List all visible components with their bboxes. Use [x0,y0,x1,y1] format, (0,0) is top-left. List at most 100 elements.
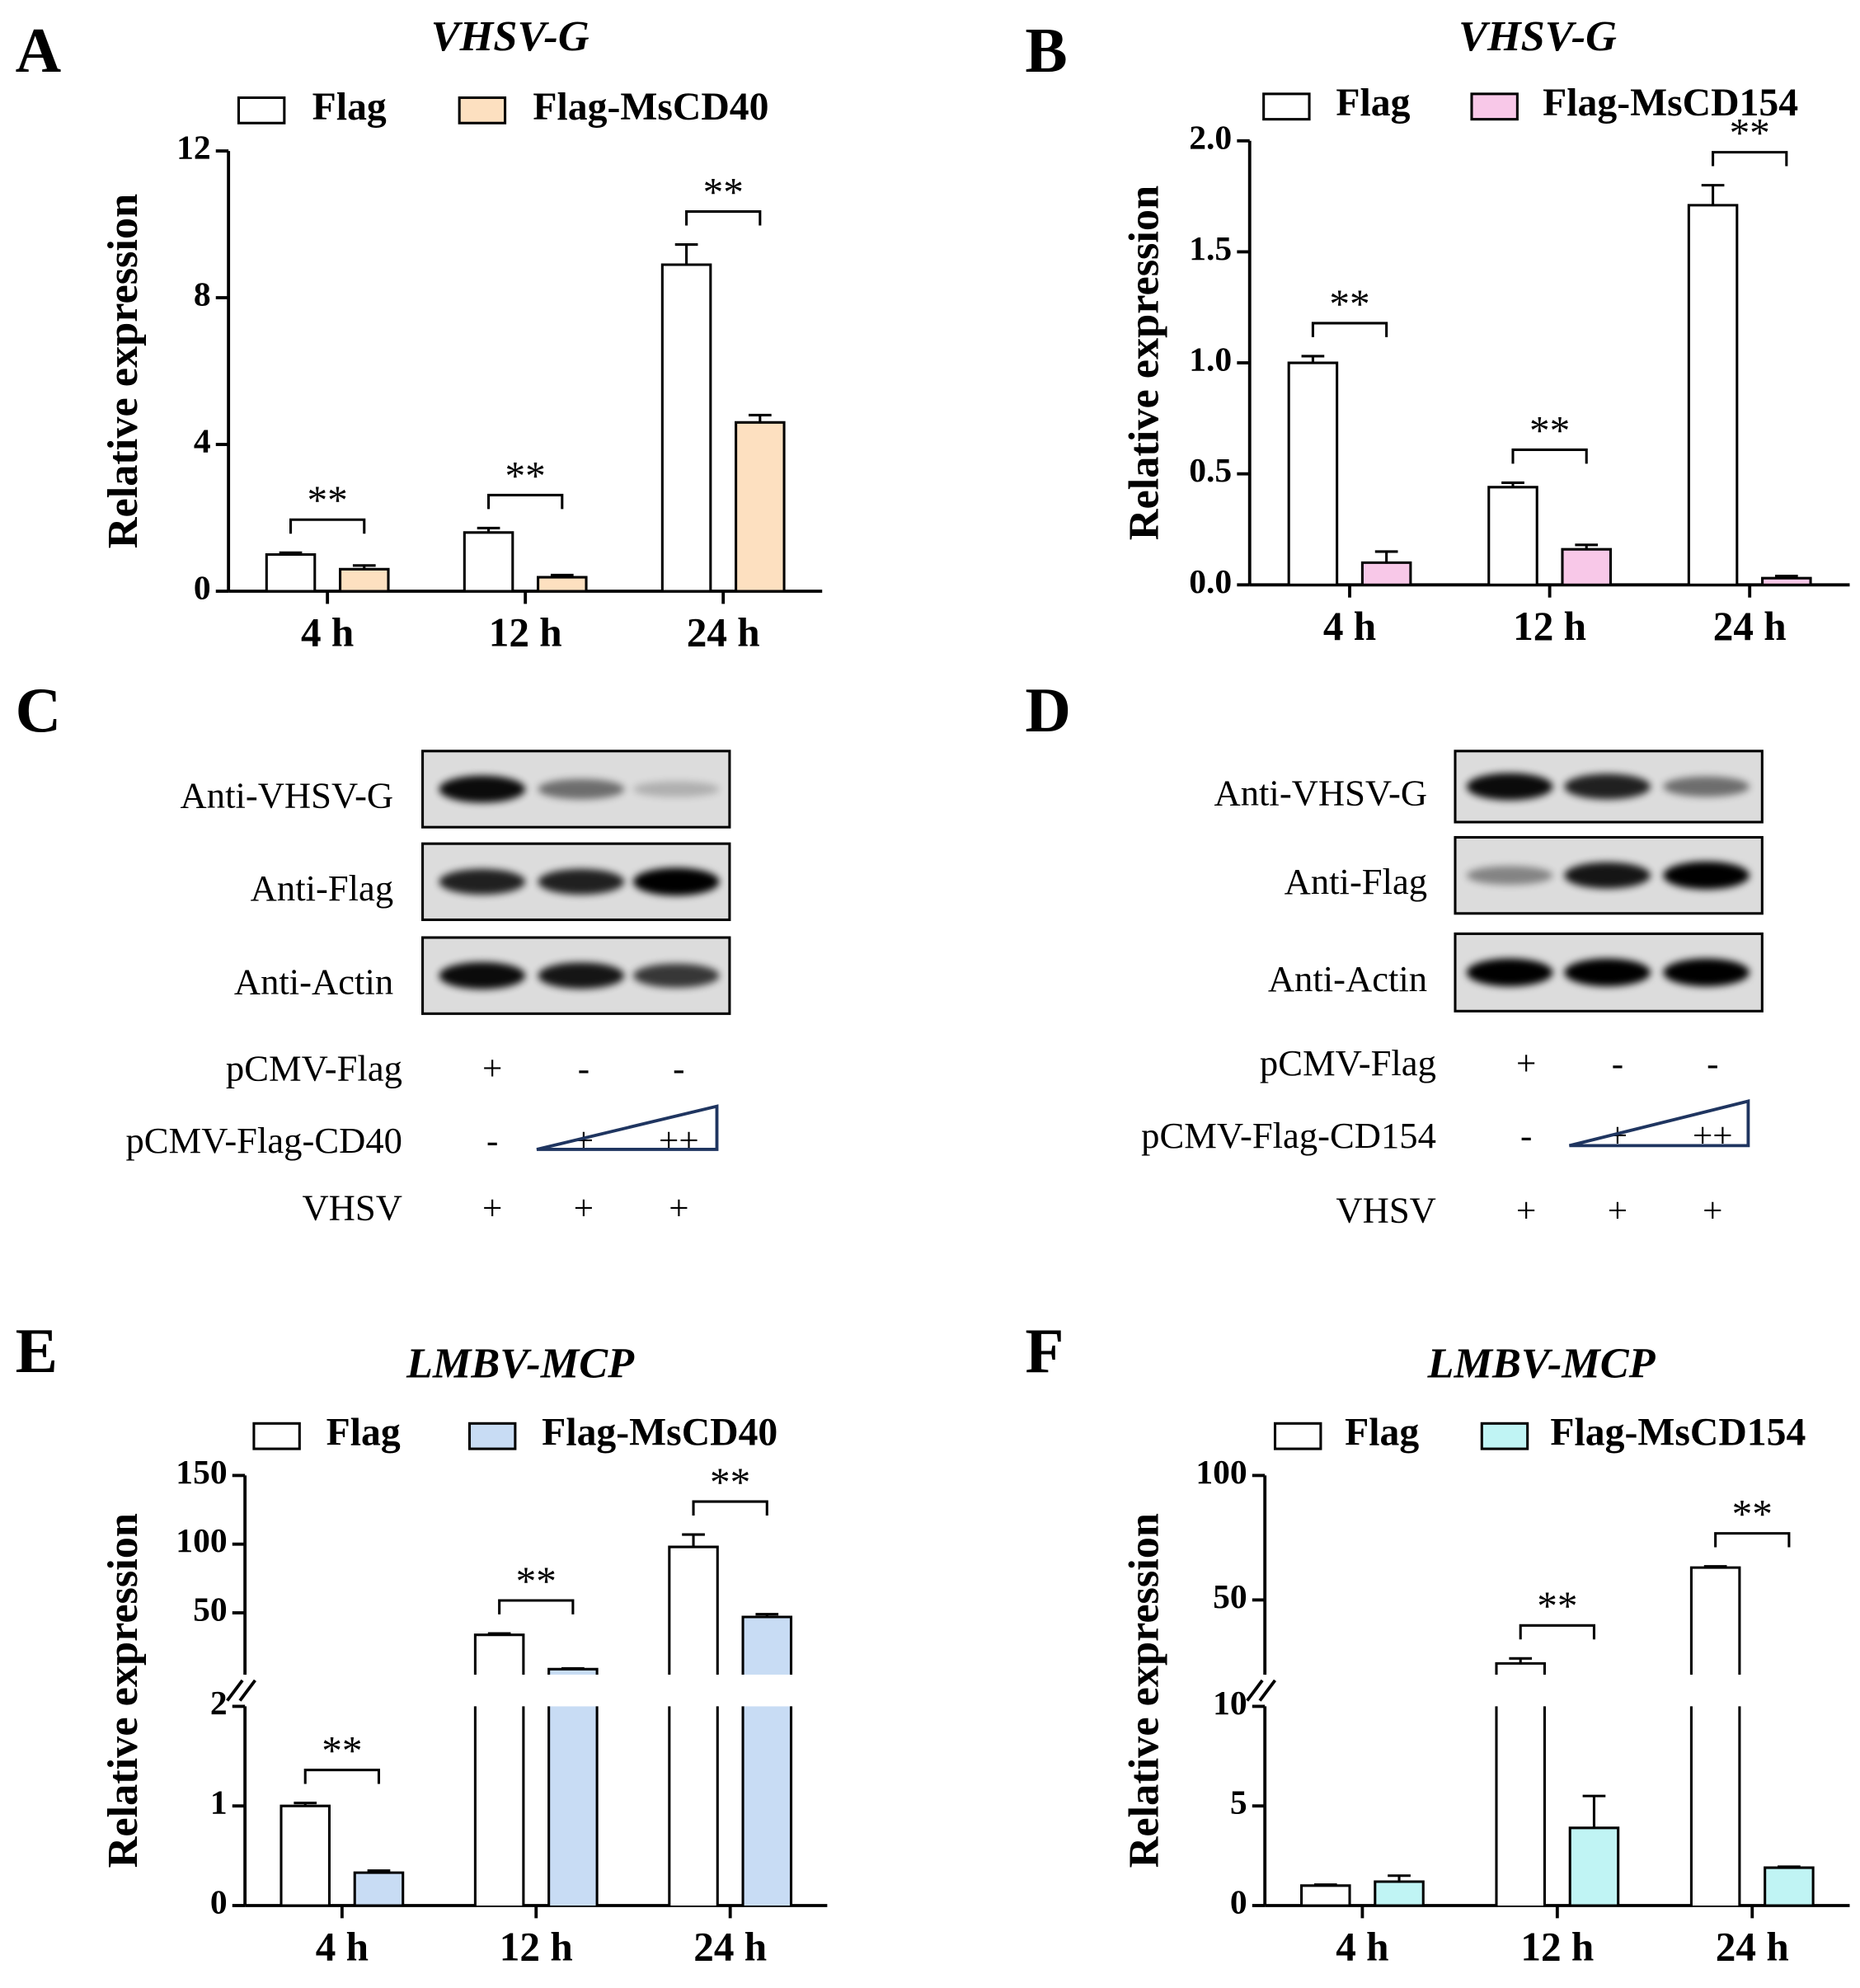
condition-mark: - [673,1050,684,1088]
bar-fill [548,1669,598,1675]
legend-swatch [1470,92,1519,121]
x-tick-label: 24 h [687,610,760,656]
bar [1495,1661,1546,1906]
y-tick-label: 5 [1230,1784,1247,1821]
panel-letter: C [16,674,62,745]
y-tick-label: 8 [194,275,211,313]
legend-swatch [1262,92,1311,121]
error-bar [1774,574,1798,579]
error-bar [1301,355,1325,364]
bar [537,576,588,593]
error-bar [550,573,574,578]
significance-bracket [1511,448,1588,464]
condition-mark: + [1516,1191,1536,1230]
y-axis-label: Relative expression [99,194,147,548]
condition-mark: - [578,1050,589,1088]
legend-label: Flag [1345,1412,1419,1455]
bar [1764,1866,1815,1907]
legend-label: Flag-MsCD40 [533,86,768,129]
condition-mark: + [1608,1191,1628,1230]
x-tick-label: 12 h [1513,604,1586,649]
condition-label: pCMV-Flag [1260,1042,1436,1083]
blot-band [439,775,526,803]
condition-label: pCMV-Flag-CD154 [1141,1115,1436,1156]
bar-fill [548,1706,598,1906]
chart-panel: F LMBV-MCP 0 5 10 50 100 Relative expression Fla… [1025,1315,1850,1970]
blot-band [439,961,526,989]
bar [279,1804,331,1907]
x-tick-label: 24 h [1713,604,1787,649]
condition-label: pCMV-Flag [226,1047,402,1088]
axis-break [1246,1679,1277,1702]
bar-fill [743,1706,791,1906]
chart-panel: A VHSV-G 0 4 8 12 Relative expression Flag Flag-… [16,12,823,656]
legend-swatch [467,1422,517,1450]
x-tick-label: 24 h [693,1925,767,1970]
error-bar [1374,550,1398,563]
error-bar [1313,1883,1337,1887]
error-bar [1388,1874,1411,1882]
y-tick-label: 50 [193,1591,228,1628]
bar-fill [669,1706,718,1906]
chart-title: LMBV-MCP [406,1340,635,1388]
error-bar [682,1533,705,1548]
significance-label: ** [710,1459,750,1505]
bar [1561,548,1613,586]
blot-band [632,867,720,896]
significance-label: ** [1732,1491,1773,1536]
blot-row-label: Anti-Actin [234,961,393,1003]
blot-band [1564,862,1651,889]
y-tick-label: 100 [1195,1453,1247,1491]
y-axis-label: Relative expression [99,1513,147,1868]
condition-mark: + [1703,1191,1722,1230]
condition-label: VHSV [302,1187,402,1229]
blot-band [538,778,625,800]
condition-mark: - [1612,1045,1623,1083]
chart-title: VHSV-G [431,12,589,60]
error-bar [1575,543,1599,550]
condition-mark: + [1516,1045,1536,1083]
bar [463,531,514,593]
chart-title: VHSV-G [1458,12,1617,60]
blot-band [1564,773,1651,800]
blot-band [1663,776,1750,797]
legend-swatch [458,96,507,125]
blot-band [1466,773,1553,801]
significance-label: ** [1537,1583,1577,1628]
x-tick-label: 4 h [1323,604,1376,649]
error-bar [477,526,500,533]
blot-band [1466,958,1553,987]
bar [1568,1826,1620,1907]
bar [660,263,712,593]
significance-bracket [303,1769,381,1784]
significance-label: ** [1329,281,1369,327]
bar [1487,486,1538,586]
error-bar [294,1802,317,1807]
y-tick-label: 2.0 [1189,118,1232,156]
significance-bracket [289,518,366,534]
error-bar [367,1869,391,1873]
legend-label: Flag [326,1412,401,1455]
blot-panel: C Anti-VHSV-G Anti-Flag Anti-Actin pCMV-Flag… [16,674,731,1229]
blot-band [632,963,720,988]
legend-swatch [252,1422,301,1450]
significance-label: ** [505,453,546,498]
y-tick-label: 0 [210,1883,228,1921]
error-bar [755,1613,779,1617]
significance-label: ** [516,1558,557,1604]
blot-band [632,781,720,797]
bar-fill [1496,1663,1545,1675]
legend-swatch [1480,1422,1529,1450]
condition-label: pCMV-Flag-CD40 [125,1120,402,1161]
condition-mark: + [669,1189,688,1228]
error-bar [487,1632,511,1635]
significance-bracket [692,1500,768,1516]
x-tick-label: 12 h [1520,1925,1594,1970]
error-bar [1701,184,1725,205]
bar-fill [475,1634,524,1675]
blot-row-label: Anti-Flag [1285,861,1427,902]
bar [1287,361,1339,586]
bar [473,1633,525,1906]
legend-swatch [1273,1422,1322,1450]
